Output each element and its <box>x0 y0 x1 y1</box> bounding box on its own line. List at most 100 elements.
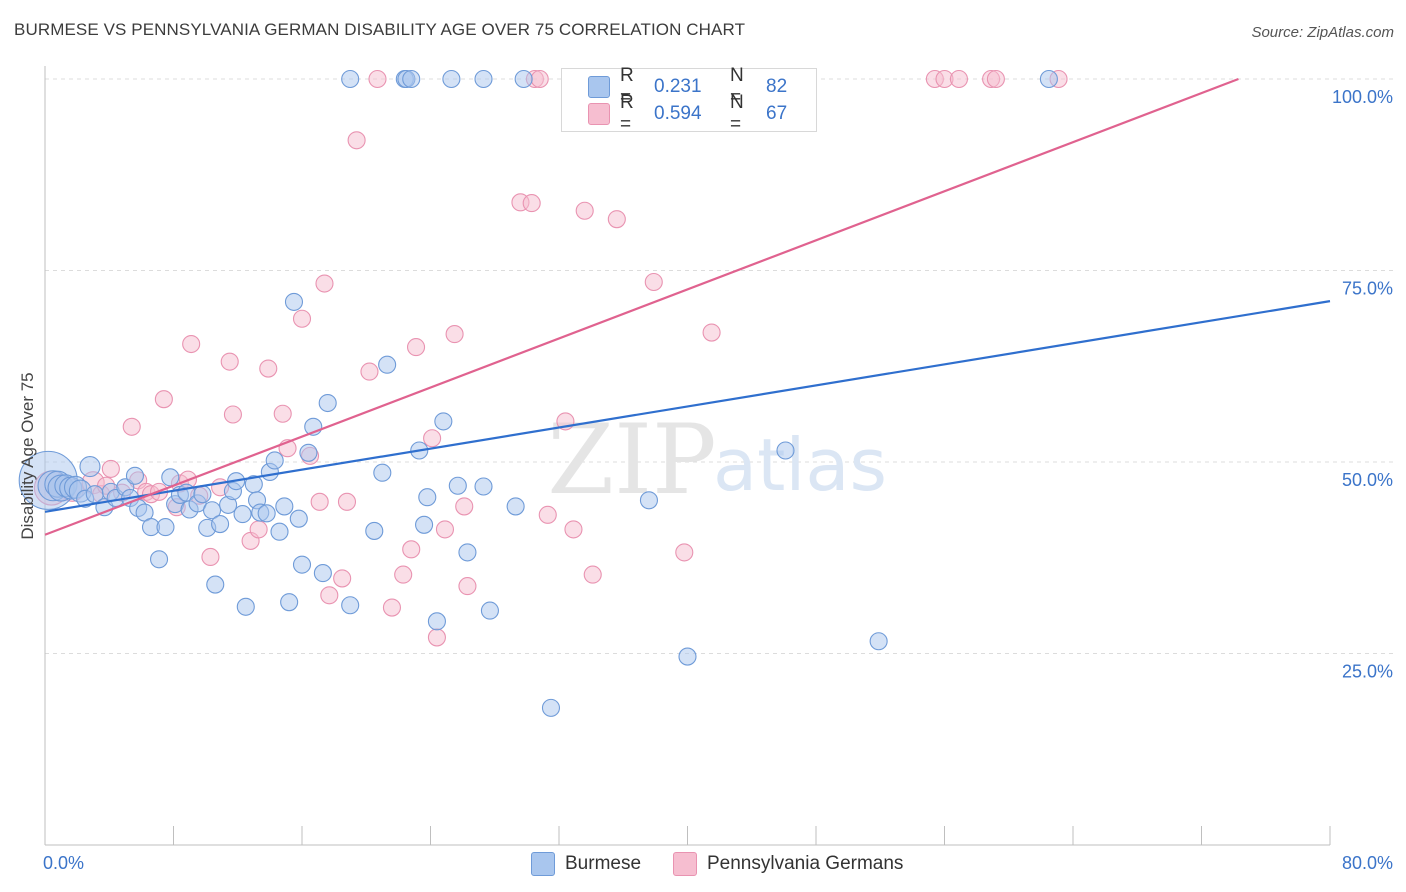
burmese-point <box>270 522 289 541</box>
watermark-zip: ZIP <box>547 404 716 516</box>
pennsylvania-german-point <box>333 569 352 588</box>
grid-lines <box>45 78 1393 654</box>
burmese-point <box>639 491 659 510</box>
burmese-point <box>378 355 397 374</box>
pennsylvania-german-point <box>607 210 626 229</box>
burmese-point <box>341 596 360 615</box>
r-label: R = <box>620 92 634 135</box>
burmese-r-value: 0.231 <box>654 76 702 97</box>
pa-swatch <box>588 103 610 125</box>
burmese-point <box>149 550 169 569</box>
burmese-point <box>161 468 180 487</box>
pennsylvania-german-point <box>455 497 474 516</box>
pennsylvania-german-point <box>368 69 387 89</box>
n-label: N = <box>730 65 744 108</box>
burmese-legend-label: Burmese <box>565 853 642 874</box>
pennsylvania-german-point <box>575 201 594 220</box>
pennsylvania-german-point <box>986 69 1005 89</box>
burmese-point <box>418 488 437 507</box>
series-burmese <box>18 69 1058 717</box>
pennsylvania-german-point <box>259 359 278 378</box>
burmese-point <box>415 515 434 534</box>
burmese-point <box>236 597 255 616</box>
pennsylvania-german-point <box>273 404 292 423</box>
stats-legend: R = 0.231 N = 82 R = 0.594 N = 67 <box>561 65 817 135</box>
pennsylvania-german-point <box>644 272 663 292</box>
burmese-point <box>442 69 461 89</box>
pennsylvania-german-point <box>423 429 442 448</box>
y-tick-label: 25.0% <box>1342 662 1393 682</box>
pennsylvania-german-point <box>382 598 402 617</box>
burmese-point <box>678 647 697 666</box>
burmese-point <box>474 477 493 496</box>
y-axis-label: Disability Age Over 75 <box>18 372 37 539</box>
burmese-point <box>776 441 795 460</box>
burmese-point <box>156 518 175 537</box>
pennsylvania-german-point <box>564 520 583 539</box>
burmese-point <box>292 555 312 574</box>
y-tick-label: 75.0% <box>1342 279 1393 299</box>
pennsylvania-german-point <box>201 547 220 567</box>
pennsylvania-german-point <box>435 520 455 539</box>
burmese-point <box>289 509 308 528</box>
pennsylvania-german-trend-line <box>44 77 1239 536</box>
burmese-point <box>79 456 101 478</box>
burmese-point <box>869 632 888 651</box>
pennsylvania-german-point <box>402 540 421 559</box>
x-tick-label: 80.0% <box>1342 853 1393 873</box>
chart-title: BURMESE VS PENNSYLVANIA GERMAN DISABILIT… <box>14 20 746 39</box>
burmese-point <box>265 451 284 470</box>
pennsylvania-german-point <box>538 505 557 524</box>
burmese-point <box>275 497 294 516</box>
trend-lines <box>44 77 1331 536</box>
watermark-atlas: atlas <box>713 423 887 507</box>
series-pennsylvania-germans <box>33 69 1068 647</box>
pennsylvania-german-point <box>315 274 334 293</box>
pennsylvania-german-point <box>530 69 549 89</box>
pennsylvania-german-point <box>458 577 477 596</box>
pennsylvania-german-point <box>675 543 694 562</box>
x-tick-label: 0.0% <box>43 853 84 873</box>
burmese-point <box>373 463 392 482</box>
tick-labels: 25.0% 50.0% 75.0% 100.0% 0.0% 80.0% <box>43 87 1393 873</box>
pa-n-value: 67 <box>766 103 788 124</box>
pennsylvania-german-point <box>292 309 312 328</box>
burmese-swatch <box>588 76 610 98</box>
pa-r-value: 0.594 <box>654 103 702 124</box>
pennsylvania-german-point <box>949 69 969 89</box>
burmese-point <box>434 412 453 431</box>
burmese-point <box>402 69 421 89</box>
burmese-point <box>514 69 533 89</box>
pennsylvania-german-point <box>583 565 602 584</box>
pennsylvania-german-point <box>360 362 379 381</box>
burmese-point <box>193 485 212 504</box>
burmese-point <box>318 393 337 413</box>
pennsylvania-german-point <box>101 459 120 478</box>
watermark: ZIP atlas <box>547 404 887 516</box>
pennsylvania-german-point <box>223 405 242 424</box>
burmese-point <box>299 443 318 462</box>
pennsylvania-german-point <box>182 334 201 354</box>
pennsylvania-german-point <box>310 492 329 511</box>
burmese-point <box>1039 69 1058 89</box>
pennsylvania-german-point <box>249 520 268 539</box>
burmese-trend-line <box>44 300 1331 513</box>
pa-legend-swatch <box>673 852 697 876</box>
pa-legend-label: Pennsylvania Germans <box>707 853 904 874</box>
pennsylvania-german-point <box>122 417 141 436</box>
y-tick-label: 100.0% <box>1332 87 1393 107</box>
burmese-point <box>313 564 332 583</box>
n-label: N = <box>730 92 744 135</box>
burmese-point <box>474 69 493 89</box>
pennsylvania-german-point <box>337 492 357 511</box>
burmese-point <box>284 292 304 311</box>
burmese-point <box>233 505 252 524</box>
burmese-point <box>125 466 144 485</box>
pennsylvania-german-point <box>702 323 721 342</box>
burmese-point <box>341 69 360 89</box>
pennsylvania-german-point <box>427 628 446 647</box>
pennsylvania-german-point <box>445 325 464 344</box>
burmese-point <box>203 501 222 520</box>
burmese-point <box>206 575 225 594</box>
